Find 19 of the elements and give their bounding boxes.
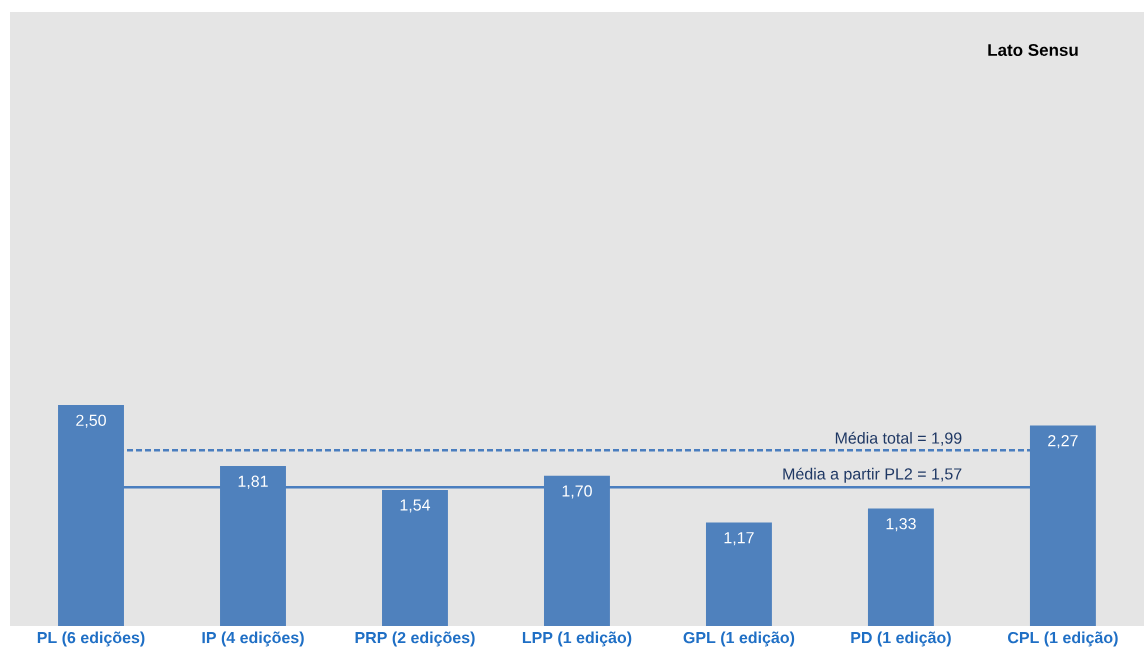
bar	[705, 522, 772, 626]
x-tick-label: PL (6 edições)	[37, 631, 145, 647]
x-tick-label: IP (4 edições)	[202, 631, 304, 647]
bar	[867, 508, 934, 626]
data-label: 1,81	[238, 475, 268, 489]
data-label: 1,33	[886, 518, 916, 532]
x-tick-label: GPL (1 edição)	[683, 631, 795, 647]
data-label: 2,27	[1048, 434, 1078, 449]
x-tick-label: LPP (1 edição)	[522, 631, 632, 647]
data-label: 2,50	[76, 414, 106, 428]
data-label: 1,70	[562, 485, 592, 499]
x-tick-label: PRP (2 edições)	[355, 631, 475, 647]
data-label: 1,54	[400, 499, 431, 513]
data-label: 1,17	[724, 532, 754, 546]
ref-line-label: Média total = 1,99	[835, 431, 962, 446]
text: Lato Sensu	[988, 43, 1078, 57]
ref-line-label: Média a partir PL2 = 1,57	[783, 467, 962, 483]
x-tick-label: PD (1 edição)	[851, 631, 951, 647]
x-tick-label: CPL (1 edição)	[1008, 631, 1118, 647]
